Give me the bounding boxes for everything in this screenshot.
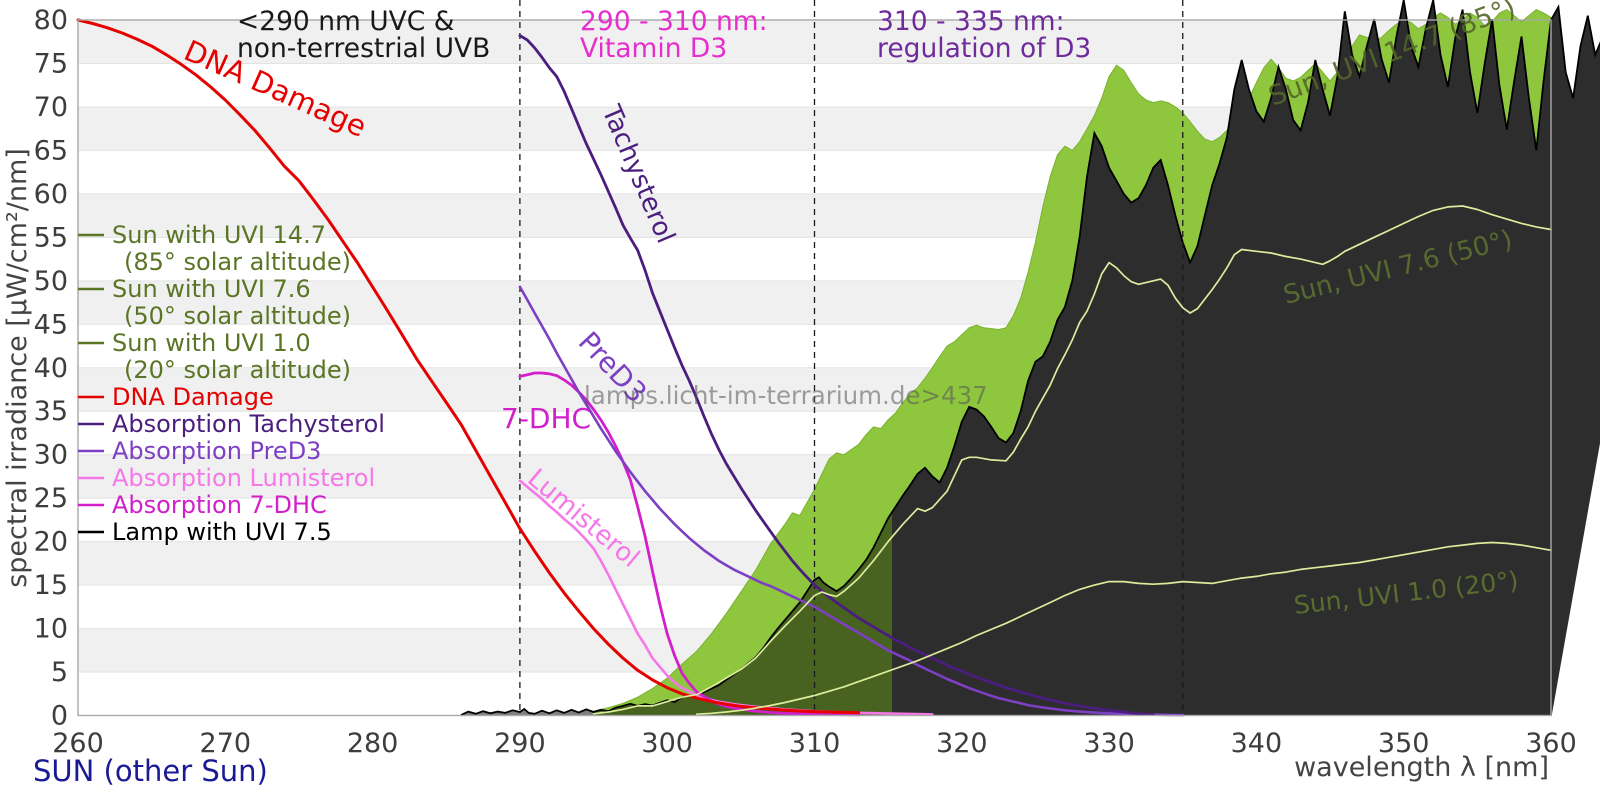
watermark: lamps.licht-im-terrarium.de>437 bbox=[584, 381, 988, 410]
y-tick-55: 55 bbox=[34, 222, 68, 253]
x-tick-260: 260 bbox=[52, 728, 104, 759]
legend-label-4: Absorption Tachysterol bbox=[112, 410, 385, 438]
y-axis-title: spectral irradiance [µW/cm²/nm] bbox=[2, 148, 33, 588]
x-tick-340: 340 bbox=[1231, 728, 1283, 759]
y-tick-15: 15 bbox=[34, 570, 68, 601]
x-tick-310: 310 bbox=[789, 728, 841, 759]
legend-label-2: Sun with UVI 1.0 bbox=[112, 329, 311, 357]
legend: Sun with UVI 14.7(85° solar altitude)Sun… bbox=[78, 221, 385, 546]
filled-spectra bbox=[460, 0, 1600, 716]
y-tick-20: 20 bbox=[34, 527, 68, 558]
curves bbox=[76, 18, 1552, 717]
y-tick-5: 5 bbox=[51, 657, 68, 688]
x-tick-350: 350 bbox=[1378, 728, 1430, 759]
y-tick-30: 30 bbox=[34, 440, 68, 471]
legend-sublabel-2: (20° solar altitude) bbox=[124, 356, 351, 384]
legend-label-5: Absorption PreD3 bbox=[112, 437, 321, 465]
legend-label-7: Absorption 7-DHC bbox=[112, 491, 327, 519]
x-tick-270: 270 bbox=[200, 728, 252, 759]
curve-sun76 bbox=[592, 205, 1552, 715]
x-axis-title: wavelength λ [nm] bbox=[1294, 752, 1549, 783]
annotation-regulation-line1: 310 - 335 nm: bbox=[877, 6, 1065, 37]
x-tick-360: 360 bbox=[1525, 728, 1577, 759]
x-axis-ticks: 260 270 280 290 300 310 320 330 340 350 360 bbox=[52, 728, 1577, 759]
legend-sublabel-0: (85° solar altitude) bbox=[124, 248, 351, 276]
annotation-uvc-line2: non-terrestrial UVB bbox=[237, 33, 490, 64]
curve-tachysterol bbox=[518, 34, 1155, 716]
legend-label-3: DNA Damage bbox=[112, 383, 274, 411]
x-tick-330: 330 bbox=[1083, 728, 1135, 759]
lamp-curve-outline bbox=[460, 0, 1600, 716]
label-7-dhc: 7-DHC bbox=[501, 402, 591, 435]
x-tick-300: 300 bbox=[641, 728, 693, 759]
y-tick-10: 10 bbox=[34, 614, 68, 645]
legend-label-1: Sun with UVI 7.6 bbox=[112, 275, 311, 303]
annotation-vitamin-d3-line2: Vitamin D3 bbox=[580, 33, 727, 64]
y-tick-60: 60 bbox=[34, 179, 68, 210]
legend-sublabel-1: (50° solar altitude) bbox=[124, 302, 351, 330]
legend-label-6: Absorption Lumisterol bbox=[112, 464, 375, 492]
y-tick-0: 0 bbox=[51, 701, 68, 732]
legend-label-8: Lamp with UVI 7.5 bbox=[112, 518, 332, 546]
legend-label-0: Sun with UVI 14.7 bbox=[112, 221, 326, 249]
y-tick-80: 80 bbox=[34, 5, 68, 36]
y-tick-50: 50 bbox=[34, 266, 68, 297]
curve-dna bbox=[76, 18, 861, 715]
curve-dhc bbox=[518, 371, 861, 717]
area-lamp-solid bbox=[891, 0, 1600, 716]
annotation-regulation-line2: regulation of D3 bbox=[877, 33, 1091, 64]
y-tick-70: 70 bbox=[34, 92, 68, 123]
x-tick-320: 320 bbox=[936, 728, 988, 759]
y-tick-35: 35 bbox=[34, 396, 68, 427]
x-tick-280: 280 bbox=[347, 728, 399, 759]
curve-sun10 bbox=[695, 541, 1552, 716]
annotation-uvc-line1: <290 nm UVC & bbox=[237, 6, 454, 37]
y-tick-45: 45 bbox=[34, 309, 68, 340]
x-tick-290: 290 bbox=[494, 728, 546, 759]
area-lamp-uvb-translucent bbox=[460, 512, 892, 716]
annotation-vitamin-d3-line1: 290 - 310 nm: bbox=[580, 6, 768, 37]
y-tick-40: 40 bbox=[34, 353, 68, 384]
y-tick-25: 25 bbox=[34, 483, 68, 514]
plot-frame bbox=[77, 19, 1552, 717]
sun-other-sun-link[interactable]: SUN (other Sun) bbox=[33, 754, 268, 788]
y-tick-75: 75 bbox=[34, 48, 68, 79]
y-axis-ticks: 0 5 10 15 20 25 30 35 40 45 50 55 60 65 70 75 80 bbox=[34, 5, 68, 732]
y-tick-65: 65 bbox=[34, 135, 68, 166]
curve-pred3 bbox=[518, 285, 1185, 717]
